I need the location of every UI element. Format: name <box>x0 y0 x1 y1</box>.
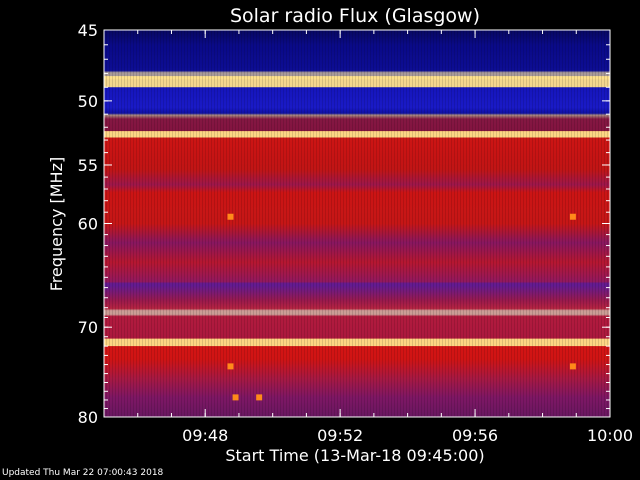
burst-spot <box>232 394 239 401</box>
updated-timestamp: Updated Thu Mar 22 07:00:43 2018 <box>2 468 164 478</box>
x-axis-label: Start Time (13-Mar-18 09:45:00) <box>225 446 484 465</box>
x-tick-label: 09:52 <box>317 426 363 445</box>
burst-spot <box>256 394 263 401</box>
burst-spot <box>227 363 234 370</box>
burst-spot <box>569 363 576 370</box>
burst-spot <box>227 213 234 220</box>
burst-spot <box>569 213 576 220</box>
x-tick-label: 09:48 <box>182 426 228 445</box>
burst-spots <box>227 213 576 401</box>
y-axis-label: Frequency [MHz] <box>47 157 66 291</box>
plot-area <box>103 29 611 418</box>
y-tick-label: 70 <box>78 318 98 337</box>
y-tick-label: 50 <box>78 92 98 111</box>
x-axis: 09:48 09:52 09:56 10:00 <box>103 30 633 445</box>
x-tick-label: 10:00 <box>587 426 633 445</box>
chart-title: Solar radio Flux (Glasgow) <box>230 5 480 27</box>
texture-overlay <box>104 30 610 417</box>
y-tick-label: 60 <box>78 215 98 234</box>
y-tick-label: 45 <box>78 21 98 40</box>
x-tick-label: 09:56 <box>452 426 498 445</box>
y-tick-label: 55 <box>78 156 98 175</box>
y-tick-label: 80 <box>78 408 98 427</box>
y-axis: 45 50 55 60 70 80 <box>78 21 610 427</box>
